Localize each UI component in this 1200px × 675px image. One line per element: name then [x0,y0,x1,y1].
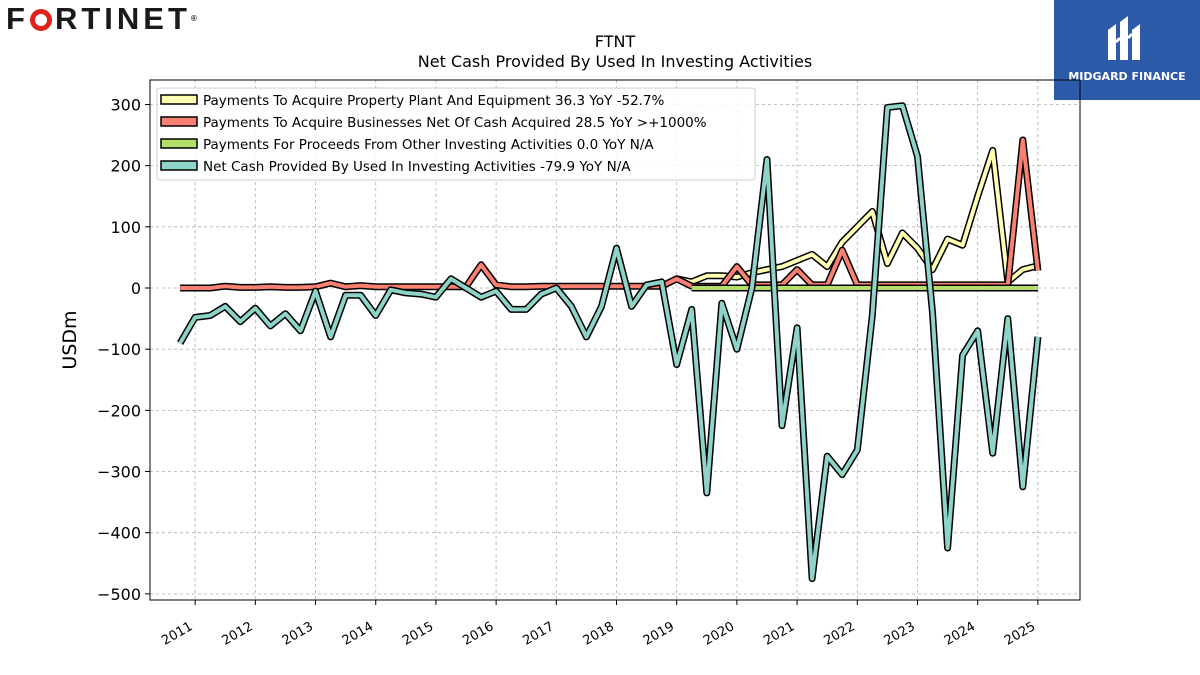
y-tick-label: 300 [110,95,141,114]
legend-label: Payments To Acquire Businesses Net Of Ca… [203,115,707,131]
legend-label: Payments To Acquire Property Plant And E… [203,93,665,109]
legend-swatch [160,116,198,127]
fortinet-logo: F RTINET® [6,1,197,36]
legend-label: Payments For Proceeds From Other Investi… [203,137,654,153]
x-tick-label: 2023 [882,619,918,649]
x-tick-label: 2013 [280,619,316,649]
x-tick-label: 2012 [220,619,256,649]
legend-swatch [160,94,198,105]
chart-subtitle: Net Cash Provided By Used In Investing A… [417,52,813,71]
x-tick-label: 2020 [701,619,737,649]
x-tick-label: 2011 [159,619,195,649]
legend-swatch [160,160,198,171]
y-tick-label: −500 [97,585,141,604]
x-tick-label: 2018 [581,619,617,649]
y-axis: 300 200 100 0 −100 −200 −300 −400 −500 [97,95,150,604]
x-tick-label: 2014 [340,619,376,649]
legend-box [156,87,756,181]
legend-swatch [160,138,198,149]
series-layer [177,102,1042,583]
logo-ring-icon [29,9,52,31]
y-axis-label: USDm [59,310,81,369]
x-tick-label: 2015 [400,619,436,649]
x-tick-label: 2019 [641,619,677,649]
midgard-finance-logo: MIDGARD FINANCE [1054,0,1200,100]
y-tick-label: −400 [97,524,141,543]
series-line [178,103,1040,581]
y-tick-label: 0 [131,279,141,298]
x-tick-label: 2021 [761,619,797,649]
series-line [676,148,1039,284]
y-tick-label: 200 [110,157,141,176]
series-1 [675,146,1039,286]
legend: Payments To Acquire Property Plant And E… [156,87,756,181]
brand-name: MIDGARD FINANCE [1068,70,1186,83]
plot-frame [149,79,1081,601]
x-tick-label: 2016 [460,619,496,649]
y-tick-label: −300 [97,463,141,482]
x-tick-label: 2017 [520,619,556,649]
x-tick-label: 2022 [821,619,857,649]
y-tick-label: 100 [110,218,141,237]
x-axis: 2011 2012 2013 2014 2015 2016 2017 2018 2019 2020… [159,600,1039,649]
x-tick-label: 2024 [942,619,978,649]
legend-label: Net Cash Provided By Used In Investing A… [203,159,631,175]
chart-title: FTNT [594,32,636,51]
midgard-m-icon [1108,16,1140,60]
y-tick-label: −100 [97,340,141,359]
series-4 [177,102,1042,583]
x-tick-label: 2025 [1002,619,1038,649]
y-tick-label: −200 [97,401,141,420]
